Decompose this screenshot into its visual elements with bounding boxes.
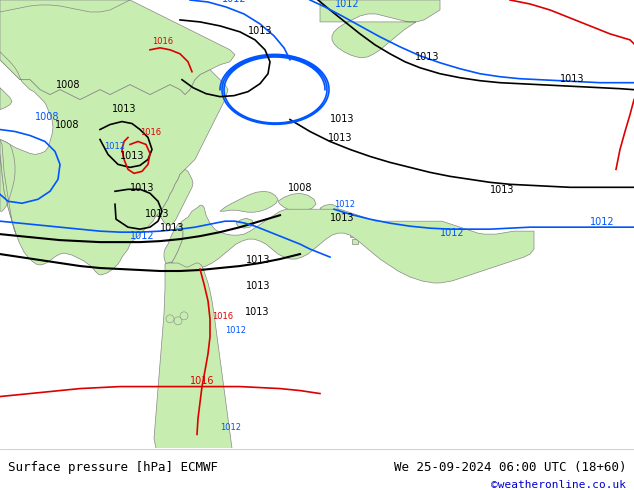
Text: 1012: 1012 (104, 143, 125, 151)
Polygon shape (0, 88, 12, 110)
Text: 1013: 1013 (245, 307, 269, 317)
Text: 1012: 1012 (222, 0, 247, 4)
Text: Surface pressure [hPa] ECMWF: Surface pressure [hPa] ECMWF (8, 461, 217, 474)
Circle shape (180, 312, 188, 320)
Text: 1013: 1013 (145, 209, 169, 219)
Polygon shape (278, 193, 316, 211)
Text: 1012: 1012 (220, 423, 241, 432)
Text: 1013: 1013 (330, 114, 354, 123)
Text: 1013: 1013 (246, 281, 271, 291)
Polygon shape (343, 218, 349, 223)
Polygon shape (0, 52, 228, 275)
Text: 1008: 1008 (56, 80, 81, 90)
Polygon shape (155, 170, 193, 225)
Text: 1013: 1013 (160, 223, 184, 233)
Polygon shape (352, 239, 358, 244)
Text: 1013: 1013 (560, 74, 585, 84)
Text: 1013: 1013 (328, 133, 353, 144)
Circle shape (174, 317, 182, 325)
Polygon shape (164, 224, 183, 264)
Text: 1013: 1013 (330, 213, 354, 223)
Text: 1012: 1012 (225, 326, 246, 335)
Text: 1016: 1016 (190, 376, 214, 386)
Text: 1008: 1008 (55, 120, 79, 129)
Text: 1016: 1016 (212, 312, 233, 321)
Polygon shape (165, 205, 534, 283)
Text: 1012: 1012 (335, 0, 359, 9)
Text: 1013: 1013 (130, 183, 155, 193)
Polygon shape (220, 191, 278, 212)
Text: 1012: 1012 (590, 217, 614, 227)
Text: 1013: 1013 (112, 103, 136, 114)
Polygon shape (320, 204, 338, 213)
Text: 1016: 1016 (152, 37, 173, 46)
Text: 1013: 1013 (248, 26, 273, 36)
Text: 1012: 1012 (334, 200, 355, 209)
Text: ©weatheronline.co.uk: ©weatheronline.co.uk (491, 480, 626, 490)
Polygon shape (0, 0, 130, 12)
Polygon shape (350, 232, 356, 237)
Circle shape (166, 315, 174, 323)
Polygon shape (339, 211, 345, 216)
Text: 1013: 1013 (120, 151, 145, 161)
Text: We 25-09-2024 06:00 UTC (18+60): We 25-09-2024 06:00 UTC (18+60) (394, 461, 626, 474)
Text: 1016: 1016 (140, 127, 161, 137)
Text: 1013: 1013 (490, 185, 515, 196)
Polygon shape (0, 0, 235, 99)
Polygon shape (236, 218, 254, 228)
Text: 1013: 1013 (246, 255, 271, 265)
Polygon shape (154, 263, 232, 448)
Polygon shape (0, 140, 16, 234)
Polygon shape (320, 0, 440, 58)
Text: 1008: 1008 (35, 112, 60, 122)
Text: 1012: 1012 (130, 231, 155, 241)
Text: 1012: 1012 (440, 228, 465, 238)
Text: 1008: 1008 (288, 183, 313, 193)
Polygon shape (347, 225, 353, 230)
Text: 1013: 1013 (415, 52, 439, 62)
